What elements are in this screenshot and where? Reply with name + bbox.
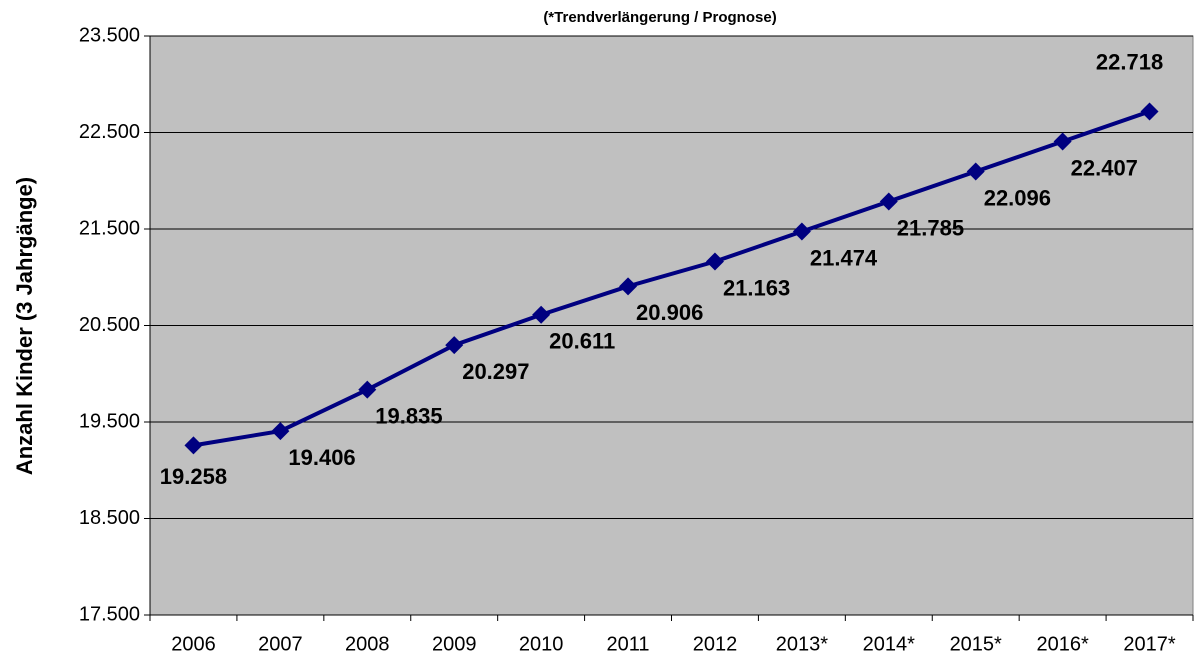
data-label: 19.835	[375, 403, 442, 428]
data-label: 19.406	[288, 445, 355, 470]
data-label: 20.611	[549, 329, 615, 354]
y-tick-label: 19.500	[79, 410, 140, 432]
marker	[1053, 132, 1072, 151]
x-tick-label: 2017*	[1123, 633, 1175, 655]
data-label: 19.258	[160, 464, 227, 489]
y-tick-label: 22.500	[79, 121, 140, 143]
x-tick-label: 2010	[519, 633, 564, 655]
marker	[532, 305, 551, 324]
marker	[358, 380, 377, 399]
x-tick-label: 2014*	[863, 633, 915, 655]
y-axis-label: Anzahl Kinder (3 Jahrgänge)	[12, 177, 37, 475]
x-tick-label: 2016*	[1036, 633, 1088, 655]
marker	[271, 422, 290, 441]
y-tick-label: 18.500	[79, 507, 140, 529]
x-tick-label: 2013*	[776, 633, 828, 655]
marker	[792, 222, 811, 241]
line	[193, 109, 1151, 448]
x-tick-label: 2009	[432, 633, 477, 655]
marker	[184, 436, 203, 455]
marker	[619, 277, 638, 296]
x-tick-label: 2008	[345, 633, 390, 655]
marker	[705, 252, 724, 271]
marker	[1140, 102, 1159, 121]
data-label: 22.718	[1096, 49, 1163, 74]
marker	[966, 162, 985, 181]
data-label: 20.906	[636, 300, 703, 325]
data-label: 21.785	[897, 215, 964, 240]
chart-subtitle: (*Trendverlängerung / Prognose)	[543, 9, 776, 26]
marker	[879, 192, 898, 211]
x-tick-label: 2011	[607, 633, 650, 655]
data-label: 22.407	[1071, 155, 1138, 180]
marker	[445, 336, 464, 355]
data-label: 22.096	[984, 185, 1051, 210]
data-label: 20.297	[462, 359, 529, 384]
data-label: 21.474	[810, 245, 878, 270]
x-tick-label: 2006	[171, 633, 216, 655]
y-tick-label: 20.500	[79, 314, 140, 336]
x-tick-label: 2015*	[950, 633, 1002, 655]
y-tick-label: 17.500	[79, 603, 140, 625]
x-tick-label: 2007	[258, 633, 303, 655]
x-tick-label: 2012	[693, 633, 738, 655]
data-label: 21.163	[723, 275, 790, 300]
y-tick-label: 21.500	[79, 217, 140, 239]
y-tick-label: 23.500	[79, 24, 140, 46]
